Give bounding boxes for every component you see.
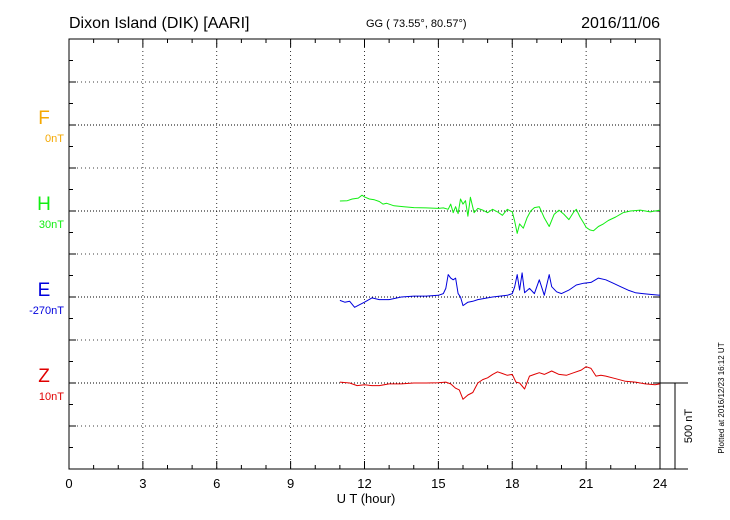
series-line-e bbox=[339, 272, 661, 308]
series-line-z bbox=[339, 366, 661, 400]
channel-offset-label: -270nT bbox=[29, 305, 64, 317]
series-line-h bbox=[339, 194, 661, 234]
x-tick-label: 0 bbox=[65, 476, 72, 491]
axis-ticks bbox=[68, 39, 661, 469]
channel-name-label: Z bbox=[38, 366, 50, 387]
channel-offset-label: 10nT bbox=[39, 391, 64, 403]
x-axis-label: U T (hour) bbox=[337, 491, 396, 506]
channel-name-label: H bbox=[37, 194, 51, 215]
x-tick-label: 15 bbox=[431, 476, 445, 491]
scale-bar-label: 500 nT bbox=[683, 409, 695, 444]
x-tick-label: 12 bbox=[357, 476, 371, 491]
x-tick-label: 21 bbox=[579, 476, 593, 491]
channel-name-label: E bbox=[38, 280, 51, 301]
channel-labels: F 0nT H 30nT E -270nT Z 10nT bbox=[29, 108, 64, 403]
x-tick-label: 18 bbox=[505, 476, 519, 491]
channel-offset-label: 30nT bbox=[39, 219, 64, 231]
x-tick-label: 9 bbox=[287, 476, 294, 491]
geographic-coordinates: GG ( 73.55°, 80.57°) bbox=[366, 18, 467, 30]
channel-baselines bbox=[69, 124, 660, 384]
station-title: Dixon Island (DIK) [AARI] bbox=[69, 15, 250, 32]
grid-lines bbox=[69, 39, 660, 469]
plot-date: 2016/11/06 bbox=[581, 15, 660, 32]
scale-bar: 500 nT bbox=[660, 382, 695, 470]
series-lines bbox=[339, 194, 661, 400]
channel-name-label: F bbox=[38, 108, 50, 129]
x-tick-label: 24 bbox=[653, 476, 667, 491]
x-tick-label: 3 bbox=[139, 476, 146, 491]
x-tick-label: 6 bbox=[213, 476, 220, 491]
x-tick-labels: 0 3 6 9 12 15 18 21 24 bbox=[65, 476, 667, 491]
channel-offset-label: 0nT bbox=[45, 133, 64, 145]
plotted-timestamp: Plotted at 2016/12/23 16:12 UT bbox=[717, 342, 726, 453]
